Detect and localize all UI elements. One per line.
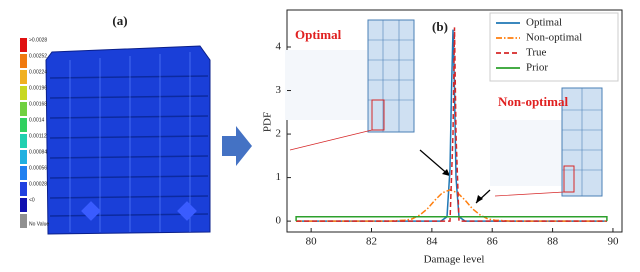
- plot-frame: [286, 9, 623, 233]
- plot: 80 82 84 86 88 90 0 1 2 3 4: [276, 27, 619, 248]
- colorbar-swatch: [20, 54, 27, 68]
- y-tick-label: 4: [276, 41, 282, 53]
- colorbar-label: 0.00056: [29, 165, 47, 171]
- y-tick-label: 1: [276, 171, 282, 183]
- legend-label: True: [526, 47, 546, 59]
- colorbar-label: 0.00112: [29, 133, 47, 139]
- colorbar-label: 0.00084: [29, 149, 47, 155]
- y-axis-label: PDF: [262, 112, 274, 132]
- colorbar-label: <0: [29, 197, 35, 203]
- inset-non-optimal: [490, 87, 603, 197]
- annotation: Non-optimal: [498, 94, 568, 109]
- colorbar-label: 0.00168: [29, 101, 47, 107]
- x-tick-label: 82: [366, 236, 377, 248]
- colorbar-swatch: [20, 118, 27, 132]
- colorbar-swatch: [20, 38, 27, 52]
- series-line: [296, 29, 607, 222]
- colorbar-swatch: [20, 214, 27, 228]
- x-tick-label: 84: [426, 236, 438, 248]
- colorbar-label: 0.0014: [29, 117, 45, 123]
- legend-label: Optimal: [526, 17, 562, 29]
- series-line: [296, 188, 607, 222]
- panel-label: (a): [112, 13, 127, 28]
- colorbar-label: No Value: [29, 221, 49, 227]
- colorbar-label: 0.00224: [29, 69, 47, 75]
- colorbar-swatch: [20, 166, 27, 180]
- colorbar-swatch: [20, 86, 27, 100]
- y-tick-label: 2: [276, 128, 282, 140]
- colorbar-swatch: [20, 150, 27, 164]
- colorbar-swatch: [20, 182, 27, 196]
- colorbar-swatch: [20, 102, 27, 116]
- building-model: [45, 45, 211, 235]
- legend-label: Non-optimal: [526, 32, 582, 44]
- colorbar-swatch: [20, 134, 27, 148]
- colorbar-label: 0.00196: [29, 85, 47, 91]
- y-tick-label: 0: [276, 215, 282, 227]
- colorbar-swatch: [20, 70, 27, 84]
- colorbar-swatch: [20, 198, 27, 212]
- x-tick-label: 86: [487, 236, 499, 248]
- colorbar-label: >0.0028: [29, 37, 47, 43]
- x-axis-label: Damage level: [424, 254, 485, 266]
- x-tick-label: 80: [306, 236, 318, 248]
- legend: [489, 12, 619, 82]
- pointer-arrowhead: [442, 169, 450, 176]
- colorbar-label: 0.00028: [29, 181, 47, 187]
- inset-optimal: [285, 19, 415, 151]
- panel-label: (b): [432, 19, 448, 34]
- x-tick-label: 90: [607, 236, 619, 248]
- colorbar-label: 0.00252: [29, 53, 47, 59]
- annotation: Optimal: [295, 27, 342, 42]
- legend-label: Prior: [526, 62, 548, 74]
- series-line: [296, 27, 607, 222]
- series-line: [295, 216, 608, 222]
- x-tick-label: 88: [547, 236, 559, 248]
- y-tick-label: 3: [276, 84, 282, 96]
- arrow: [222, 126, 252, 166]
- pointer-arrowhead: [476, 195, 483, 203]
- colorbar: >0.0028 0.00252 0.00224 0.00196 0.00168 0.001…: [20, 37, 49, 228]
